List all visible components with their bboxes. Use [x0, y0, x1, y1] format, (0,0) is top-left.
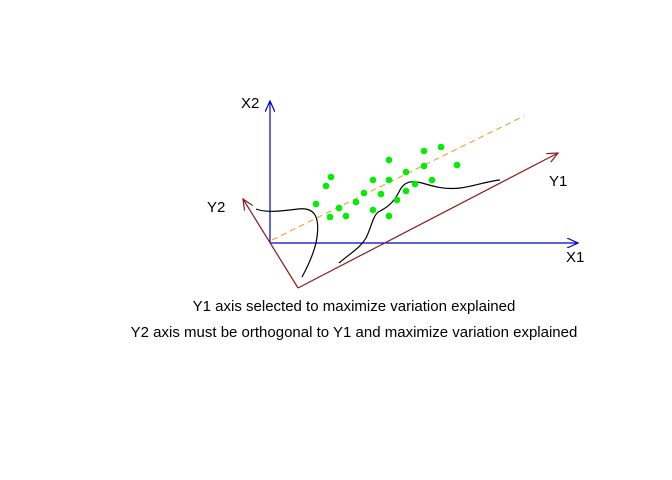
data-point	[327, 173, 335, 181]
caption-line-2: Y2 axis must be orthogonal to Y1 and max…	[131, 324, 578, 341]
data-point	[322, 182, 330, 190]
y1-axis	[297, 153, 558, 289]
data-point	[377, 190, 385, 198]
data-point	[369, 176, 377, 184]
data-point	[402, 168, 410, 176]
y2-density-curve	[255, 208, 319, 278]
data-point	[385, 156, 393, 164]
data-point	[360, 189, 368, 197]
data-point	[411, 180, 419, 188]
data-point	[428, 176, 436, 184]
x1-axis-label: X1	[566, 249, 584, 266]
scatter-points	[312, 143, 461, 221]
data-point	[326, 213, 334, 221]
data-point	[342, 212, 350, 220]
data-point	[369, 206, 377, 214]
data-point	[352, 198, 360, 206]
data-point	[420, 162, 428, 170]
data-point	[420, 147, 428, 155]
data-point	[393, 196, 401, 204]
data-point	[385, 176, 393, 184]
data-point	[453, 161, 461, 169]
y2-axis	[243, 199, 299, 289]
data-point	[385, 212, 393, 220]
y1-axis-label: Y1	[549, 173, 567, 190]
trend-line	[271, 115, 525, 241]
y2-axis-label: Y2	[207, 199, 225, 216]
x2-axis-label: X2	[241, 95, 259, 112]
y1-density-curve	[338, 179, 501, 264]
data-point	[437, 143, 445, 151]
data-point	[402, 187, 410, 195]
caption-line-1: Y1 axis selected to maximize variation e…	[193, 298, 516, 315]
data-point	[312, 200, 320, 208]
data-point	[335, 204, 343, 212]
